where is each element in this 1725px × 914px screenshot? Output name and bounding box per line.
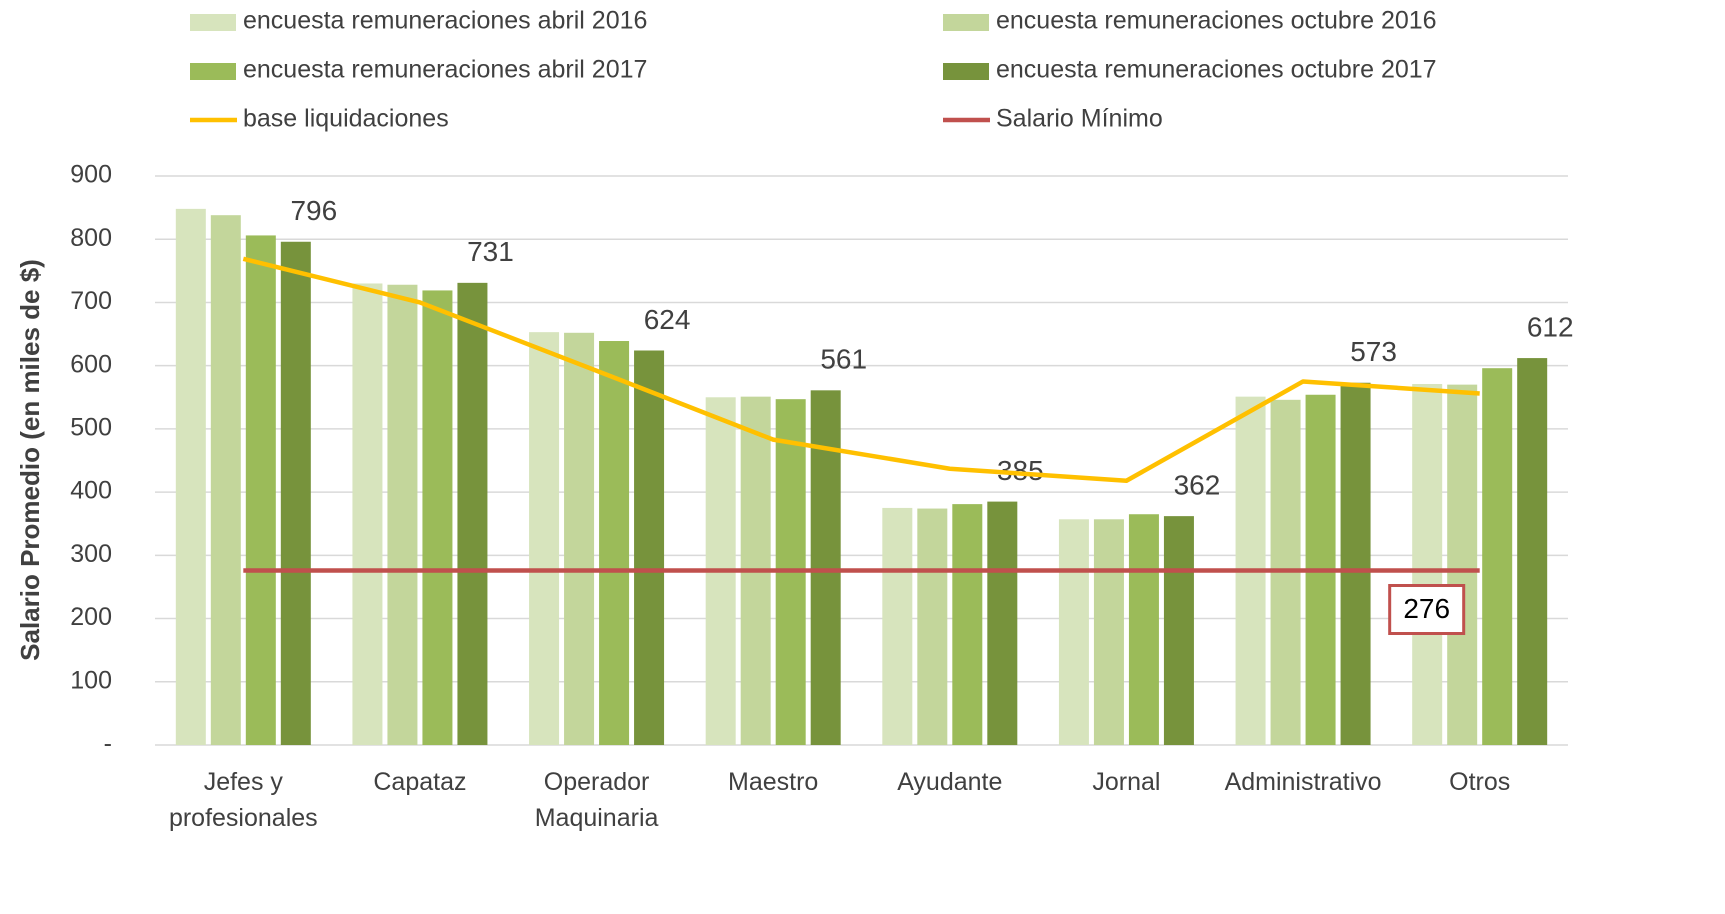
bar [457,282,488,745]
bar [564,332,595,745]
data-label: 276 [1403,593,1450,624]
bar [634,350,665,745]
legend-label: Salario Mínimo [996,105,1163,133]
y-tick-label: 700 [70,287,112,315]
legend-label: encuesta remuneraciones abril 2016 [243,7,647,35]
legend-swatch [943,63,989,80]
bar [387,284,418,745]
bar [952,504,983,745]
x-tick-label: Administrativo [1225,768,1382,796]
bar [1163,516,1194,745]
data-label: 561 [820,344,867,375]
x-tick-label: Jornal [1092,768,1160,796]
y-tick-label: - [104,730,112,758]
bar [1128,514,1159,745]
y-tick-label: 300 [70,540,112,568]
bar [810,390,841,745]
y-tick-label: 600 [70,350,112,378]
bar [1093,519,1124,745]
bar [1412,384,1443,745]
data-label: 796 [290,195,337,226]
y-tick-label: 200 [70,603,112,631]
y-tick-label: 900 [70,161,112,189]
data-label: 731 [467,236,514,267]
bar [529,332,560,745]
bar [245,235,276,745]
data-label: 624 [644,304,691,335]
x-tick-label: Capataz [373,768,466,796]
y-axis-label: Salario Promedio (en miles de $) [15,259,45,661]
bar [1447,384,1478,745]
y-tick-label: 800 [70,224,112,252]
legend-label: encuesta remuneraciones abril 2017 [243,56,647,84]
x-tick-label: Operador Maquinaria [535,768,659,832]
data-label: 573 [1350,336,1397,367]
legend-label: base liquidaciones [243,105,449,133]
x-tick-label: Maestro [728,768,818,796]
bar [175,208,206,745]
data-label-box [1388,584,1466,636]
data-label: 362 [1174,470,1221,501]
x-tick-label: Otros [1449,768,1510,796]
x-tick-label: Jefes y profesionales [169,768,318,832]
line [242,256,1480,483]
legend-swatch [190,63,236,80]
legend-swatch [943,14,989,31]
legend-label: encuesta remuneraciones octubre 2017 [996,56,1437,84]
y-tick-label: 100 [70,666,112,694]
y-tick-label: 500 [70,413,112,441]
bar [280,241,311,746]
x-tick-label: Ayudante [897,768,1002,796]
bar [599,341,630,745]
bar [1340,382,1371,745]
bar [917,508,948,745]
y-tick-label: 400 [70,477,112,505]
bar [1482,368,1513,745]
bar [422,290,453,745]
bar [987,501,1018,745]
bar [1517,358,1548,745]
bar [1058,519,1089,745]
legend-swatch [190,14,236,31]
data-label: 612 [1527,311,1574,342]
legend-label: encuesta remuneraciones octubre 2016 [996,7,1437,35]
bar [210,215,241,746]
bar [352,283,383,745]
bar [882,507,913,745]
